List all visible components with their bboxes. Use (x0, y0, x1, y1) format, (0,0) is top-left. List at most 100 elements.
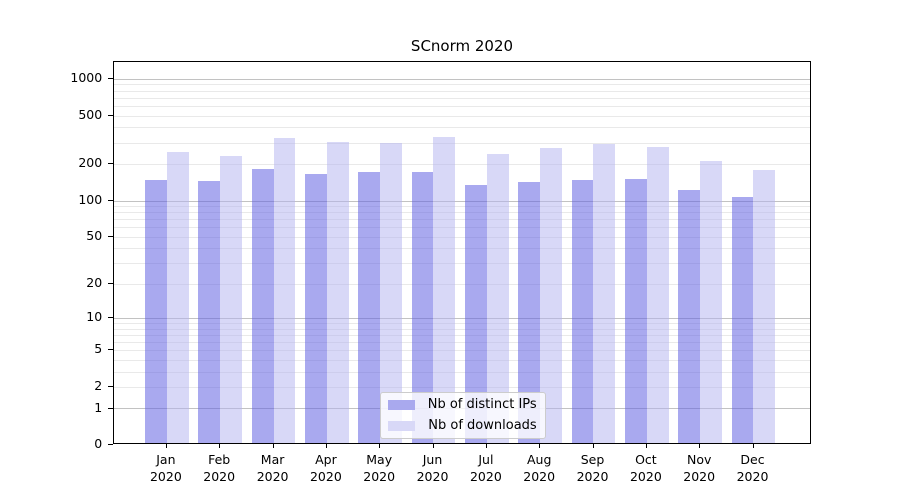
y-tick-label-20: 20 (86, 274, 103, 290)
bar-jan-distinct-ips (145, 180, 167, 443)
x-tick-mark (752, 443, 754, 449)
bar-jan-downloads (166, 151, 189, 443)
bar-aug-downloads (540, 147, 562, 443)
legend-row-distinct-ips: Nb of distinct IPs (387, 397, 537, 413)
minor-gridline (113, 386, 811, 388)
bar-apr-downloads (326, 141, 349, 443)
legend-swatch-downloads (387, 420, 415, 431)
x-tick-label-aug: Aug 2020 (523, 452, 556, 484)
minor-gridline (113, 359, 811, 361)
minor-gridline (113, 283, 811, 285)
x-tick-mark (432, 443, 434, 449)
bar-feb-distinct-ips (198, 181, 221, 443)
minor-gridline (113, 248, 811, 250)
legend-label-distinct-ips: Nb of distinct IPs (427, 397, 537, 413)
legend-row-downloads: Nb of downloads (387, 418, 537, 434)
minor-gridline (113, 263, 811, 265)
bar-jul-distinct-ips (465, 184, 487, 443)
minor-gridline (113, 142, 811, 144)
bar-dec-downloads (753, 169, 776, 443)
y-tick-label-1: 1 (94, 399, 103, 415)
y-tick-label-2: 2 (94, 378, 103, 393)
minor-gridline (113, 350, 811, 352)
major-gridline (113, 78, 811, 80)
y-tick-label-1000: 1000 (70, 69, 103, 85)
y-tick-mark (108, 199, 113, 201)
y-tick-mark (108, 163, 113, 165)
y-tick-mark (108, 282, 113, 285)
legend: Nb of distinct IPs Nb of downloads (379, 391, 546, 439)
bar-mar-distinct-ips (251, 169, 274, 443)
y-tick-label-500: 500 (78, 106, 103, 122)
x-tick-mark (485, 443, 488, 449)
minor-gridline (113, 323, 811, 325)
legend-label-downloads: Nb of downloads (428, 418, 537, 434)
bar-sep-downloads (593, 143, 616, 443)
x-tick-mark (645, 443, 648, 449)
y-tick-mark (108, 317, 113, 319)
x-tick-label-feb: Feb 2020 (203, 452, 236, 484)
minor-gridline (113, 105, 811, 107)
minor-gridline (113, 334, 811, 336)
bar-may-downloads (380, 142, 402, 443)
minor-gridline (113, 219, 811, 221)
y-tick-mark (108, 77, 113, 80)
x-tick-label-may: May 2020 (363, 452, 396, 484)
minor-gridline (113, 342, 811, 344)
minor-gridline (113, 90, 811, 92)
chart-title: SCnorm 2020 (410, 37, 514, 55)
x-tick-mark (272, 443, 274, 449)
y-tick-label-200: 200 (78, 155, 103, 171)
minor-gridline (113, 206, 811, 208)
minor-gridline (113, 115, 811, 117)
bar-jun-distinct-ips (411, 172, 434, 443)
legend-swatch-distinct-ips (387, 399, 415, 410)
bar-dec-distinct-ips (731, 196, 754, 443)
y-tick-label-100: 100 (78, 191, 103, 207)
y-tick-label-10: 10 (86, 309, 103, 325)
y-tick-mark (108, 386, 113, 388)
bar-nov-downloads (700, 161, 722, 443)
x-tick-label-apr: Apr 2020 (309, 452, 342, 484)
x-tick-mark (325, 443, 328, 449)
bar-jun-downloads (433, 137, 456, 443)
bar-oct-downloads (646, 146, 669, 443)
minor-gridline (113, 212, 811, 214)
x-tick-label-dec: Dec 2020 (736, 452, 769, 484)
y-tick-label-0: 0 (94, 436, 103, 452)
bar-feb-downloads (220, 156, 242, 443)
minor-gridline (113, 84, 811, 86)
major-gridline (113, 318, 811, 320)
x-tick-mark (165, 443, 168, 449)
minor-gridline (113, 127, 811, 129)
y-tick-mark (108, 444, 113, 446)
major-gridline (113, 200, 811, 202)
x-tick-label-nov: Nov 2020 (683, 452, 716, 484)
x-tick-mark (379, 443, 381, 449)
bar-may-distinct-ips (358, 171, 381, 443)
y-tick-mark (108, 235, 113, 237)
minor-gridline (113, 97, 811, 99)
bar-nov-distinct-ips (678, 190, 701, 443)
y-tick-mark (108, 407, 113, 409)
plot-area: Nb of distinct IPs Nb of downloads (112, 60, 812, 444)
x-tick-mark (219, 443, 221, 449)
bar-mar-downloads (273, 138, 296, 443)
bar-oct-distinct-ips (625, 178, 647, 443)
minor-gridline (113, 328, 811, 330)
bar-sep-distinct-ips (571, 180, 594, 443)
minor-gridline (113, 236, 811, 238)
x-tick-label-sep: Sep 2020 (576, 452, 609, 484)
bar-jul-downloads (486, 154, 509, 443)
x-tick-label-jan: Jan 2020 (149, 452, 182, 484)
minor-gridline (113, 227, 811, 229)
minor-gridline (113, 371, 811, 373)
x-tick-mark (592, 443, 594, 449)
x-tick-mark (699, 443, 701, 449)
y-tick-mark (108, 349, 113, 351)
x-tick-label-jul: Jul 2020 (469, 452, 502, 484)
bar-aug-distinct-ips (518, 181, 541, 443)
x-tick-label-mar: Mar 2020 (256, 452, 289, 484)
x-tick-label-jun: Jun 2020 (416, 452, 449, 484)
x-tick-label-oct: Oct 2020 (629, 452, 662, 484)
